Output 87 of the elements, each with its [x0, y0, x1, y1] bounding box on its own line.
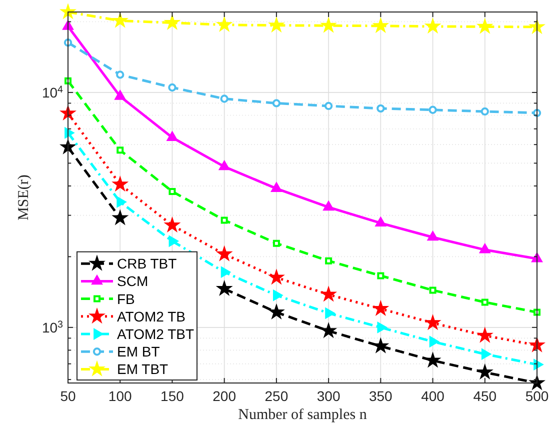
point: [112, 12, 128, 28]
point: [60, 139, 76, 154]
x-tick-label: 50: [60, 388, 76, 404]
point: [373, 18, 388, 32]
x-tick-label: 300: [316, 388, 340, 404]
point: [116, 196, 126, 208]
point: [425, 18, 440, 33]
point: [116, 146, 124, 154]
point: [268, 18, 284, 32]
legend-label: EM BT: [117, 344, 160, 360]
point: [166, 131, 178, 141]
point: [429, 336, 440, 348]
point: [376, 104, 385, 113]
point: [64, 77, 72, 84]
point: [60, 106, 76, 120]
point: [216, 17, 232, 32]
point: [220, 216, 228, 224]
point: [60, 4, 76, 18]
point: [481, 348, 492, 360]
x-tick-label: 150: [160, 388, 184, 404]
point: [429, 286, 436, 294]
point: [321, 18, 336, 32]
x-axis-title: Number of samples n: [238, 407, 368, 423]
point: [168, 236, 179, 247]
point: [377, 272, 384, 280]
point: [270, 182, 282, 192]
point: [375, 216, 386, 227]
point: [477, 364, 492, 379]
point: [530, 19, 544, 34]
y-axis-title: MSE(r): [16, 174, 32, 220]
point: [321, 286, 336, 301]
point: [164, 218, 180, 232]
point: [272, 99, 281, 108]
x-tick-label: 500: [525, 388, 549, 404]
point: [218, 160, 230, 170]
x-tick-label: 200: [212, 388, 236, 404]
point: [216, 246, 232, 261]
point: [322, 200, 334, 211]
point: [268, 304, 284, 319]
legend-label: EM TBT: [117, 361, 169, 378]
point: [324, 102, 333, 110]
point: [273, 290, 283, 301]
x-tick-label: 350: [368, 388, 393, 404]
point: [479, 243, 490, 254]
point: [112, 210, 128, 224]
point: [268, 270, 284, 284]
point: [325, 257, 332, 264]
point: [425, 315, 440, 330]
point: [534, 358, 544, 370]
point: [425, 352, 440, 367]
point: [321, 323, 336, 338]
point: [530, 337, 544, 352]
legend-label: ATOM2 TB: [117, 308, 186, 324]
point: [377, 322, 388, 334]
point: [480, 107, 489, 116]
point: [114, 90, 126, 100]
point: [168, 83, 176, 92]
point: [220, 266, 231, 278]
point: [112, 176, 128, 191]
point: [220, 94, 228, 103]
point: [216, 280, 232, 296]
point: [62, 20, 74, 30]
legend-label: CRB TBT: [117, 256, 178, 272]
x-tick-label: 100: [108, 388, 132, 404]
point: [168, 188, 176, 195]
x-tick-label: 450: [473, 388, 497, 404]
point: [481, 298, 488, 306]
x-tick-label: 250: [264, 388, 288, 404]
point: [530, 375, 544, 390]
point: [373, 338, 388, 353]
y-tick-label: 10$^{4}$: [42, 84, 64, 100]
point: [272, 240, 280, 247]
legend-label: SCM: [117, 273, 148, 290]
point: [64, 127, 74, 138]
point: [477, 18, 492, 34]
point: [116, 70, 124, 79]
point: [325, 308, 335, 319]
point: [427, 230, 438, 241]
legend-label: FB: [117, 290, 135, 307]
point: [477, 328, 492, 342]
point: [428, 106, 437, 114]
y-tick-label: 10$^{3}$: [42, 318, 64, 336]
x-tick-label: 400: [421, 388, 445, 404]
point: [164, 14, 180, 30]
point: [373, 301, 388, 316]
point: [534, 308, 540, 316]
legend-label: ATOM2 TBT: [117, 326, 194, 342]
